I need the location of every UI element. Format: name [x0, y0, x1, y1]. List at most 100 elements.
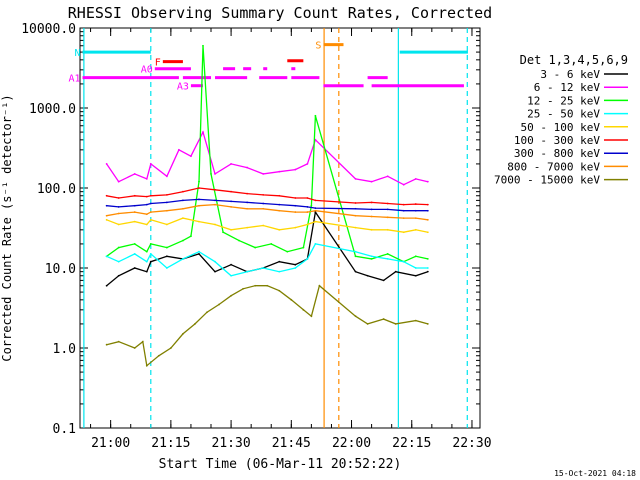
- y-tick-label: 100.0: [37, 182, 76, 197]
- data-point: [402, 203, 405, 206]
- data-point: [190, 155, 192, 158]
- data-point: [145, 177, 148, 180]
- data-point: [414, 203, 417, 205]
- y-tick-label: 1.0: [53, 342, 76, 357]
- date-stamp: 15-Oct-2021 04:18: [554, 469, 636, 478]
- data-point: [117, 180, 120, 183]
- y-tick-label: 0.1: [53, 422, 76, 437]
- data-point: [246, 166, 249, 169]
- data-point: [238, 239, 241, 242]
- data-point: [165, 255, 168, 258]
- data-point: [370, 180, 373, 183]
- data-point: [294, 267, 297, 269]
- data-point: [262, 224, 265, 227]
- data-point: [414, 209, 417, 212]
- x-tick-label: 22:30: [452, 436, 491, 451]
- legend-entry-label: 50 - 100 keV: [521, 121, 601, 134]
- data-point: [105, 343, 108, 346]
- data-point: [165, 201, 168, 204]
- data-point: [190, 235, 192, 238]
- data-point: [314, 243, 317, 245]
- data-point: [386, 202, 389, 205]
- data-point: [182, 333, 184, 335]
- data-point: [214, 260, 216, 263]
- data-point: [306, 163, 309, 165]
- data-point: [165, 209, 168, 212]
- data-point: [386, 257, 389, 260]
- data-point: [278, 170, 281, 173]
- data-point: [133, 204, 136, 207]
- data-point: [230, 200, 232, 203]
- data-point: [318, 284, 321, 287]
- flag-bar-label: A0: [141, 65, 153, 76]
- data-point: [414, 267, 417, 269]
- data-point: [294, 226, 297, 229]
- data-point: [370, 215, 373, 218]
- data-point: [117, 274, 120, 277]
- data-point: [145, 260, 148, 263]
- data-point: [354, 250, 357, 253]
- data-point: [426, 267, 429, 269]
- data-point: [254, 246, 257, 249]
- data-point: [306, 197, 309, 199]
- data-point: [370, 257, 373, 260]
- data-point: [262, 267, 265, 269]
- data-point: [149, 202, 152, 205]
- data-point: [149, 194, 152, 197]
- data-point: [354, 226, 357, 229]
- data-point: [426, 270, 429, 273]
- data-point: [314, 209, 317, 212]
- data-point: [117, 246, 120, 249]
- data-point: [105, 218, 108, 221]
- data-point: [169, 347, 172, 349]
- data-point: [105, 255, 108, 258]
- data-point: [149, 260, 152, 263]
- chart-title: RHESSI Observing Summary Count Rates, Co…: [68, 4, 492, 22]
- data-point: [306, 257, 309, 260]
- data-point: [198, 220, 200, 223]
- data-point: [145, 270, 148, 273]
- flag-bar-label: A1: [68, 74, 80, 85]
- data-point: [198, 250, 200, 253]
- data-point: [426, 203, 429, 206]
- data-point: [278, 203, 281, 206]
- x-tick-label: 22:00: [332, 436, 371, 451]
- series-line: [106, 198, 428, 212]
- data-point: [230, 294, 232, 297]
- data-point: [105, 163, 108, 165]
- data-point: [278, 270, 281, 273]
- data-point: [214, 173, 216, 175]
- series-line: [106, 284, 428, 367]
- data-point: [386, 216, 389, 219]
- data-point: [145, 223, 148, 226]
- series-line: [106, 203, 428, 221]
- series-line: [106, 243, 428, 277]
- legend-entry-label: 300 - 800 keV: [514, 147, 600, 160]
- data-point: [246, 207, 249, 210]
- data-point: [402, 209, 405, 212]
- data-point: [262, 173, 265, 175]
- x-axis-label: Start Time (06-Mar-11 20:52:22): [159, 457, 402, 472]
- data-point: [202, 44, 204, 47]
- series-line: [106, 187, 428, 206]
- x-tick-label: 22:15: [392, 436, 431, 451]
- data-point: [105, 284, 108, 287]
- data-point: [294, 197, 297, 199]
- data-point: [354, 255, 357, 258]
- data-point: [370, 255, 373, 258]
- data-point: [202, 131, 204, 133]
- data-point: [230, 190, 232, 193]
- data-point: [246, 270, 249, 273]
- data-point: [149, 218, 152, 221]
- data-point: [105, 214, 108, 217]
- data-point: [354, 177, 357, 180]
- data-point: [182, 199, 184, 202]
- data-point: [294, 204, 297, 207]
- flag-bar-label: N: [75, 48, 81, 59]
- data-point: [370, 208, 373, 211]
- data-point: [198, 198, 200, 201]
- data-point: [117, 197, 120, 199]
- plot-frame: [79, 27, 481, 429]
